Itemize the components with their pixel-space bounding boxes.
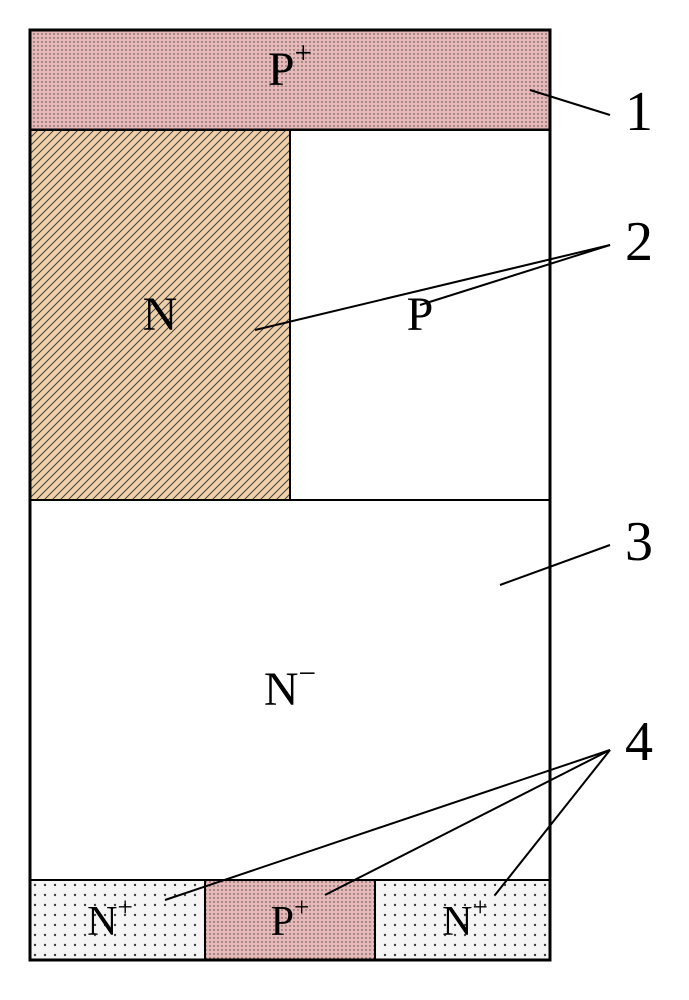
mid-n-label: N bbox=[143, 288, 178, 341]
mid-n-region: N bbox=[30, 130, 290, 500]
mid-p-region: P bbox=[290, 130, 550, 500]
top-p-plus-layer: P+ bbox=[30, 30, 550, 130]
bottom-segment-1: P+ bbox=[205, 880, 375, 960]
callout-4-number: 4 bbox=[625, 711, 653, 773]
bottom-segment-0: N+ bbox=[30, 880, 205, 960]
callout-2-number: 2 bbox=[625, 211, 653, 273]
bottom-segment-2: N+ bbox=[375, 880, 550, 960]
mid-p-label: P bbox=[407, 288, 434, 341]
drift-n-minus-layer: N− bbox=[30, 500, 550, 880]
callout-1-number: 1 bbox=[625, 81, 653, 143]
callout-3-number: 3 bbox=[625, 511, 653, 573]
